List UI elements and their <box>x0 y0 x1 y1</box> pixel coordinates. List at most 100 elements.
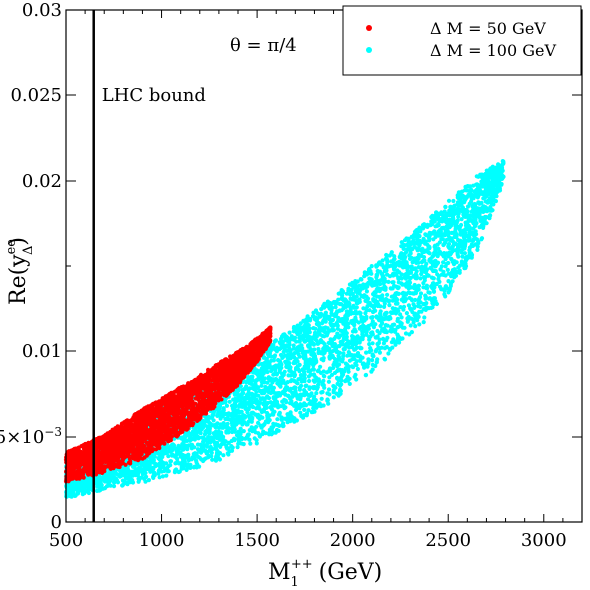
data-point <box>250 415 255 420</box>
data-point <box>313 398 318 403</box>
data-point <box>418 291 424 296</box>
data-point <box>303 361 308 366</box>
data-point <box>347 358 352 363</box>
data-point <box>311 353 316 358</box>
data-point <box>322 305 327 310</box>
data-point <box>176 443 181 448</box>
data-point <box>279 417 284 422</box>
data-point <box>289 337 294 342</box>
data-point <box>463 214 468 219</box>
data-point <box>266 375 271 380</box>
data-point <box>429 284 434 289</box>
data-point <box>446 245 451 250</box>
data-point <box>370 341 375 346</box>
data-point <box>375 286 380 291</box>
data-point <box>263 431 268 436</box>
data-point <box>388 316 393 321</box>
data-point <box>210 457 215 462</box>
data-point <box>351 353 356 358</box>
data-point <box>305 314 310 319</box>
data-point <box>303 355 308 360</box>
data-point <box>333 345 338 350</box>
data-point <box>435 242 440 247</box>
data-point <box>196 454 201 459</box>
data-point <box>364 332 369 337</box>
data-point <box>415 229 420 234</box>
data-point <box>275 423 281 428</box>
data-point <box>278 361 283 366</box>
data-point <box>343 297 348 302</box>
data-point <box>312 409 317 414</box>
data-point <box>205 444 210 449</box>
data-point <box>167 447 172 452</box>
data-point <box>273 338 278 343</box>
data-point <box>449 205 454 210</box>
data-point <box>151 474 156 479</box>
data-point <box>457 263 463 268</box>
data-point <box>461 230 466 235</box>
data-point <box>271 412 276 417</box>
data-point <box>294 406 299 411</box>
data-point <box>294 330 299 335</box>
data-point <box>393 311 399 316</box>
data-point <box>180 435 185 440</box>
data-point <box>462 251 467 256</box>
data-point <box>211 431 216 436</box>
data-point <box>369 264 374 269</box>
data-point <box>292 416 297 421</box>
data-point <box>315 369 320 374</box>
data-point <box>292 385 297 390</box>
data-point <box>340 372 346 377</box>
data-point <box>470 238 476 243</box>
data-point <box>341 347 346 352</box>
data-point <box>416 298 421 303</box>
data-point <box>385 272 390 277</box>
data-point <box>364 314 369 319</box>
data-point <box>201 457 206 462</box>
data-point <box>432 285 437 290</box>
data-point <box>466 192 471 197</box>
data-point <box>423 294 428 299</box>
data-point <box>389 310 394 316</box>
data-point <box>195 447 201 452</box>
data-point <box>429 266 434 271</box>
data-point <box>221 453 226 458</box>
data-point <box>395 325 400 330</box>
data-point <box>248 381 253 386</box>
data-point <box>347 381 352 386</box>
data-point <box>374 274 379 279</box>
data-point <box>271 372 276 377</box>
data-point <box>348 288 353 293</box>
data-point <box>459 222 464 228</box>
data-point <box>416 301 421 306</box>
data-point <box>453 241 458 246</box>
data-point <box>262 380 267 385</box>
data-point <box>301 378 306 383</box>
data-point <box>391 264 396 269</box>
data-point <box>336 297 341 302</box>
data-point <box>105 474 110 479</box>
data-point <box>402 272 407 277</box>
data-point <box>441 260 446 265</box>
data-point <box>218 416 223 421</box>
data-point <box>383 287 388 292</box>
data-point <box>474 174 479 179</box>
data-point <box>156 468 161 473</box>
data-point <box>378 314 383 319</box>
data-point <box>333 301 338 306</box>
data-point <box>223 400 228 405</box>
data-point <box>485 185 490 190</box>
data-point <box>383 323 388 328</box>
data-point <box>250 374 255 379</box>
data-point <box>393 342 398 347</box>
data-point <box>287 415 292 421</box>
data-point <box>438 267 443 272</box>
data-point <box>324 370 329 375</box>
data-point <box>109 474 114 479</box>
data-point <box>170 442 175 447</box>
data-point <box>99 482 104 488</box>
data-point <box>311 372 317 377</box>
data-point <box>352 323 357 328</box>
data-point <box>288 365 293 370</box>
data-point <box>392 267 397 272</box>
